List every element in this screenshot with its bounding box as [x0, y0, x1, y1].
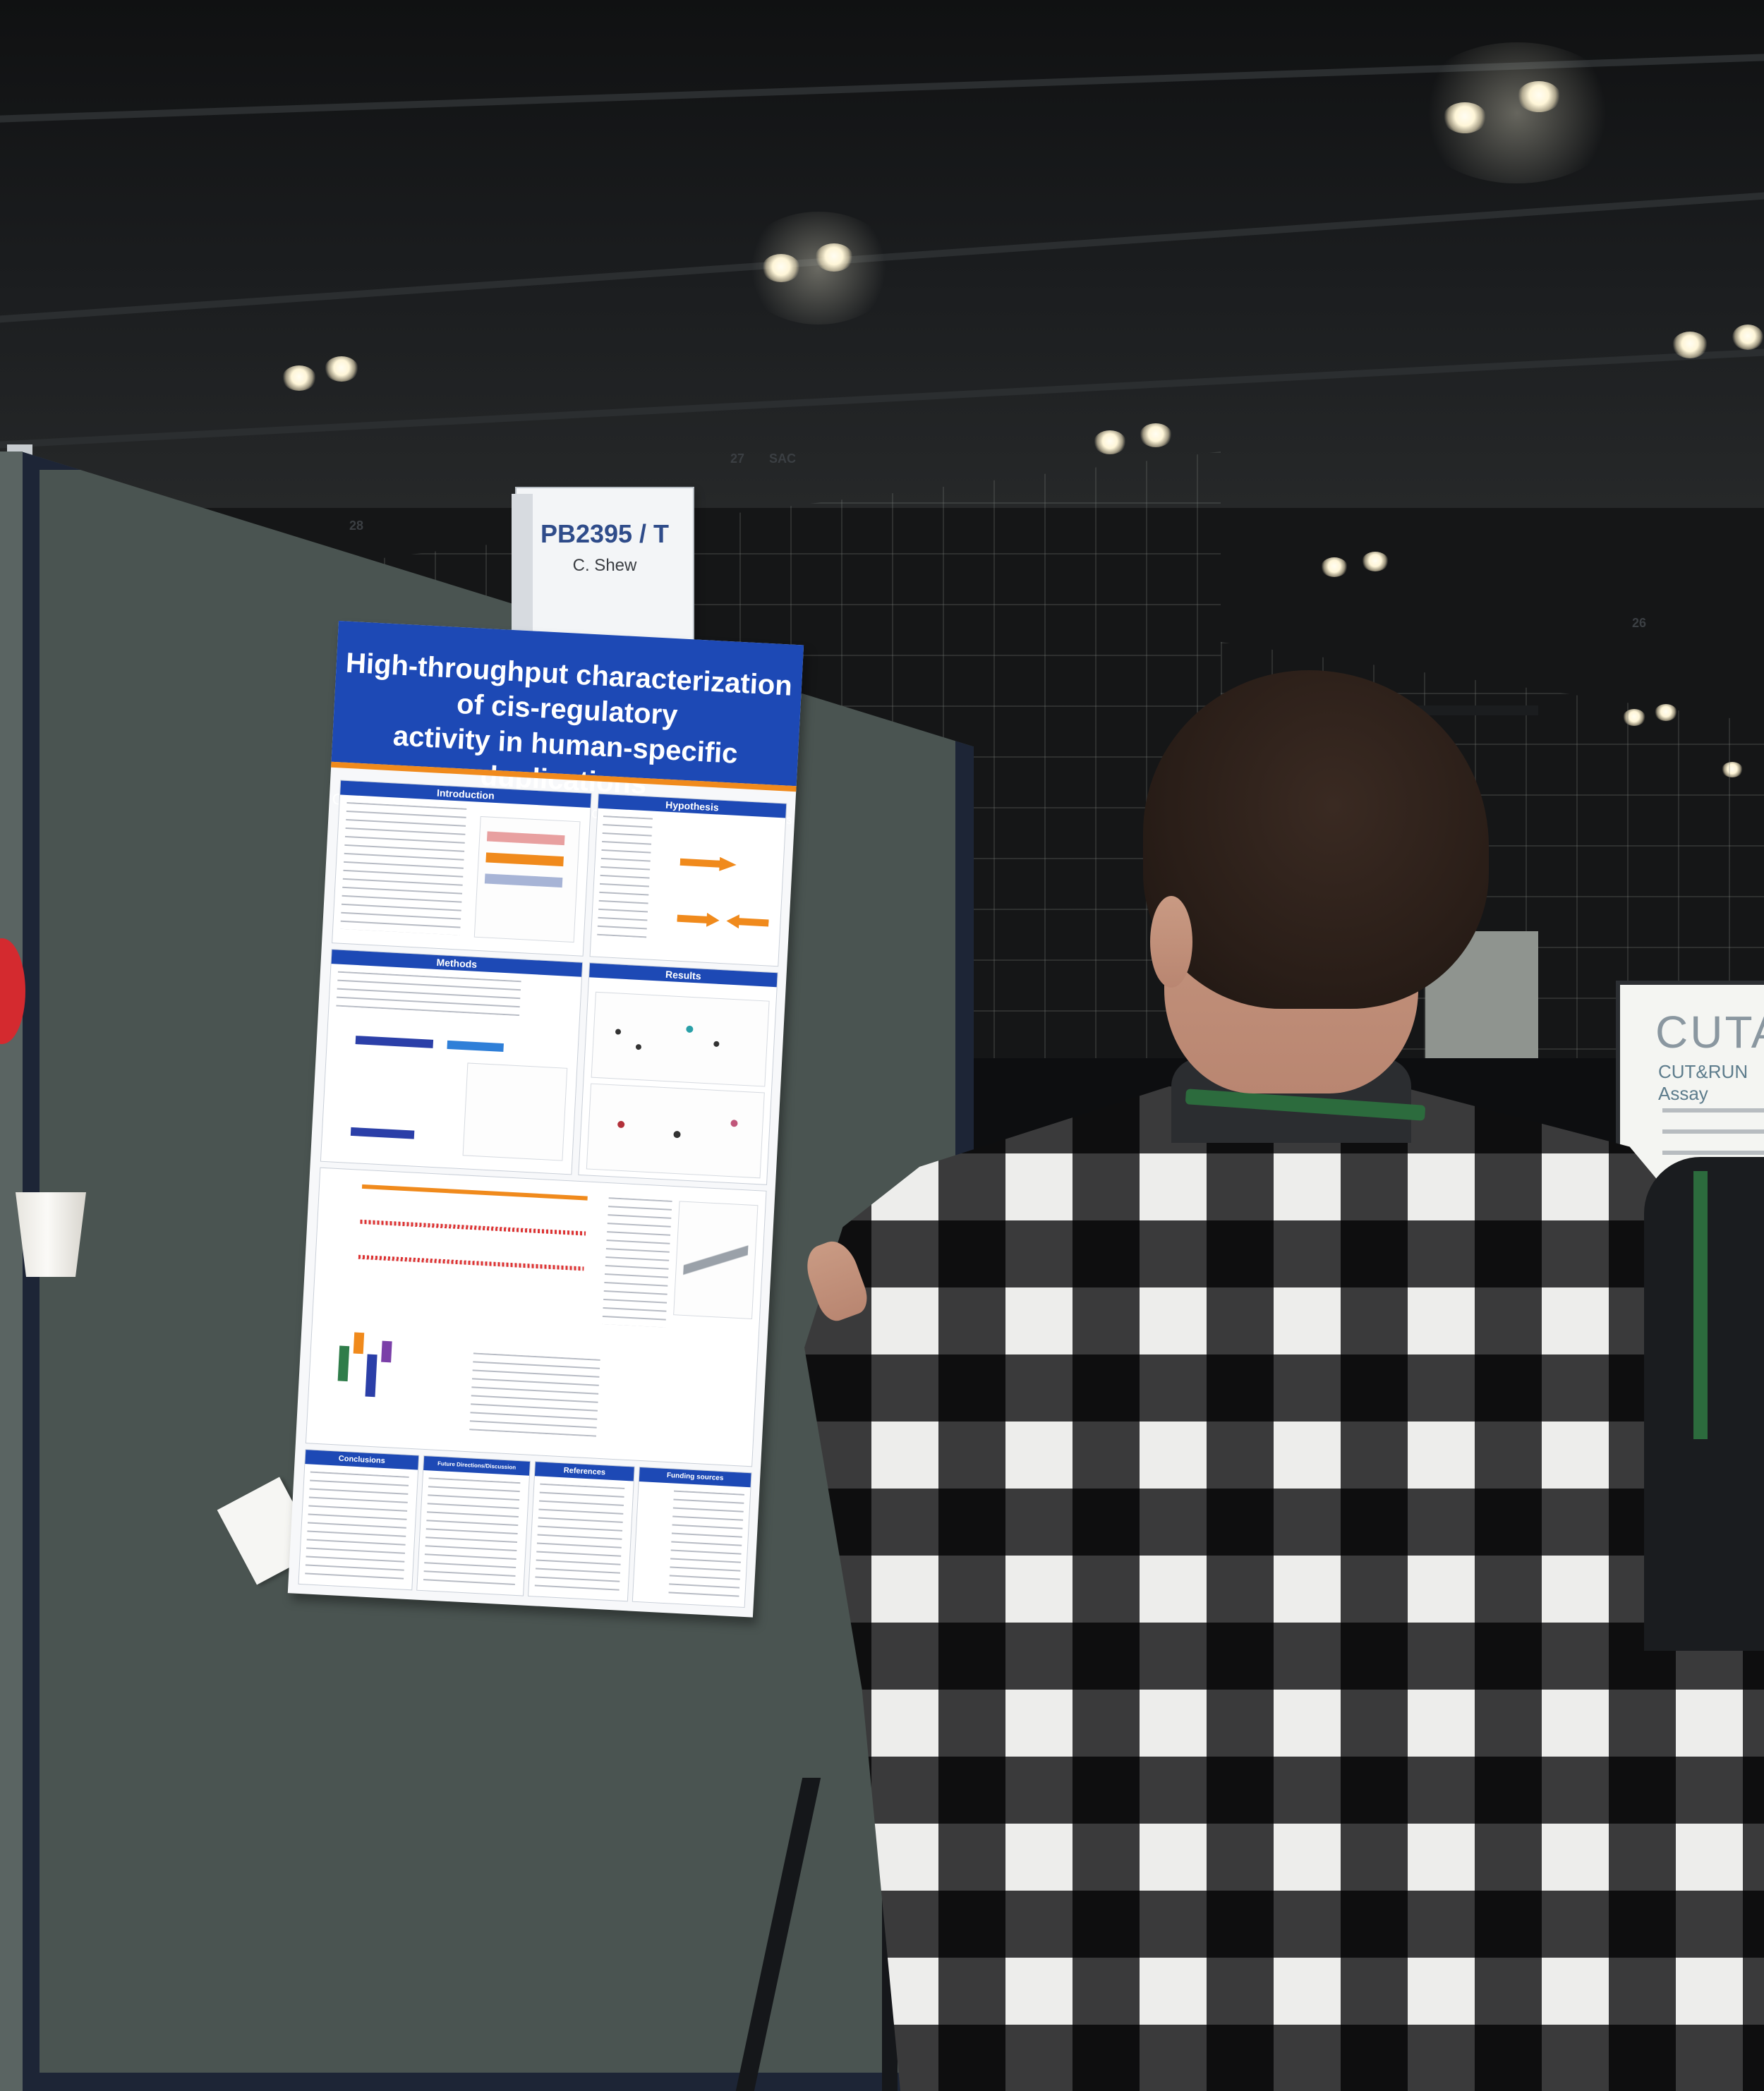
- bar-mark: [365, 1354, 377, 1398]
- section-heading: Conclusions: [305, 1450, 419, 1470]
- ceiling-light: [1655, 704, 1677, 721]
- ceiling-light: [1722, 762, 1743, 777]
- figure-panel: [673, 1201, 759, 1320]
- sign-card-back: [512, 494, 533, 635]
- track-bar: [360, 1219, 586, 1236]
- figure-bar: [484, 873, 563, 888]
- banner-text-line: [1662, 1129, 1764, 1134]
- section-funding: Funding sources: [632, 1466, 752, 1608]
- bar-mark: [353, 1332, 365, 1354]
- bar-mark: [337, 1345, 350, 1382]
- board-side: [0, 451, 23, 2091]
- research-poster: High-throughput characterization of cis-…: [287, 621, 804, 1618]
- banner-subtitle: CUT&RUN Assay: [1658, 1061, 1748, 1104]
- ceiling-light: [1140, 423, 1172, 447]
- section-text: [469, 1352, 600, 1437]
- booth-sign-id: PB2395 / T: [540, 519, 670, 548]
- section-heading: References: [534, 1462, 634, 1481]
- poster-header: High-throughput characterization of cis-…: [331, 621, 804, 832]
- section-results-detail: [305, 1167, 767, 1467]
- figure-bar: [486, 831, 565, 846]
- bar-mark: [381, 1340, 392, 1363]
- figure-panel: [462, 1062, 568, 1161]
- track-bar: [361, 1184, 588, 1201]
- arrow-icon: [726, 914, 769, 930]
- person-ear: [1150, 896, 1192, 988]
- light-glow: [1411, 42, 1623, 183]
- section-text: [597, 816, 653, 938]
- ceiling-light: [1732, 325, 1763, 350]
- banner-text-line: [1662, 1108, 1764, 1113]
- arrow-icon: [677, 911, 720, 928]
- section-future-directions: Future Directions/Discussion: [416, 1455, 531, 1596]
- data-point: [617, 1120, 625, 1129]
- section-conclusions: Conclusions: [298, 1449, 420, 1591]
- paper-cup: [16, 1192, 86, 1277]
- figure-bar: [485, 852, 564, 867]
- section-heading: Results: [589, 963, 778, 988]
- hall-marker-26: 26: [1632, 616, 1647, 630]
- section-heading: Future Directions/Discussion: [423, 1455, 530, 1476]
- section-references: References: [527, 1461, 635, 1602]
- section-text: [423, 1477, 521, 1588]
- data-point: [686, 1025, 694, 1034]
- section-text: [305, 1471, 409, 1582]
- ceiling-light: [1362, 552, 1389, 571]
- data-point: [730, 1120, 738, 1127]
- ceiling-light: [1443, 102, 1487, 133]
- figure-panel: [586, 1083, 765, 1179]
- section-text: [534, 1483, 625, 1594]
- track-bar: [358, 1254, 584, 1271]
- hall-marker-27: 27: [730, 451, 745, 466]
- person-plaid-shirt: [804, 1086, 1764, 2091]
- section-introduction: Introduction: [332, 780, 592, 957]
- section-heading: Funding sources: [639, 1467, 751, 1488]
- regression-line: [682, 1216, 750, 1304]
- section-text: [668, 1490, 745, 1600]
- banner-title: CUTANA: [1655, 1007, 1764, 1057]
- ceiling-light: [1672, 332, 1708, 358]
- section-text: [340, 801, 467, 935]
- construct-bar: [355, 1036, 434, 1048]
- section-text: [602, 1197, 672, 1328]
- construct-bar: [350, 1127, 415, 1139]
- second-person-lanyard: [1693, 1171, 1708, 1439]
- construct-bar: [447, 1040, 504, 1053]
- ceiling-light: [1517, 81, 1561, 112]
- section-text: [336, 971, 521, 1017]
- ceiling-light: [762, 254, 800, 282]
- data-point: [615, 1029, 622, 1035]
- ceiling-light: [325, 356, 358, 382]
- hall-marker-sac: SAC: [769, 451, 797, 466]
- hall-marker-28: 28: [349, 519, 364, 533]
- data-point: [673, 1130, 681, 1139]
- booth-sign-name: C. Shew: [572, 556, 637, 575]
- data-point: [635, 1043, 642, 1050]
- section-methods: Methods: [320, 949, 584, 1175]
- arrow-icon: [679, 855, 737, 872]
- figure-panel: [473, 816, 581, 943]
- person-hair: [1143, 670, 1489, 1009]
- banner-text-line: [1662, 1151, 1764, 1155]
- ceiling-light: [815, 243, 853, 272]
- ceiling-light: [1623, 709, 1645, 726]
- ceiling-light: [1094, 430, 1126, 454]
- figure-panel: [591, 991, 770, 1087]
- section-hypothesis: Hypothesis: [589, 793, 787, 967]
- ceiling-light: [282, 365, 316, 391]
- ceiling-light: [1321, 557, 1348, 577]
- data-point: [713, 1041, 720, 1048]
- section-results: Results: [578, 962, 778, 1185]
